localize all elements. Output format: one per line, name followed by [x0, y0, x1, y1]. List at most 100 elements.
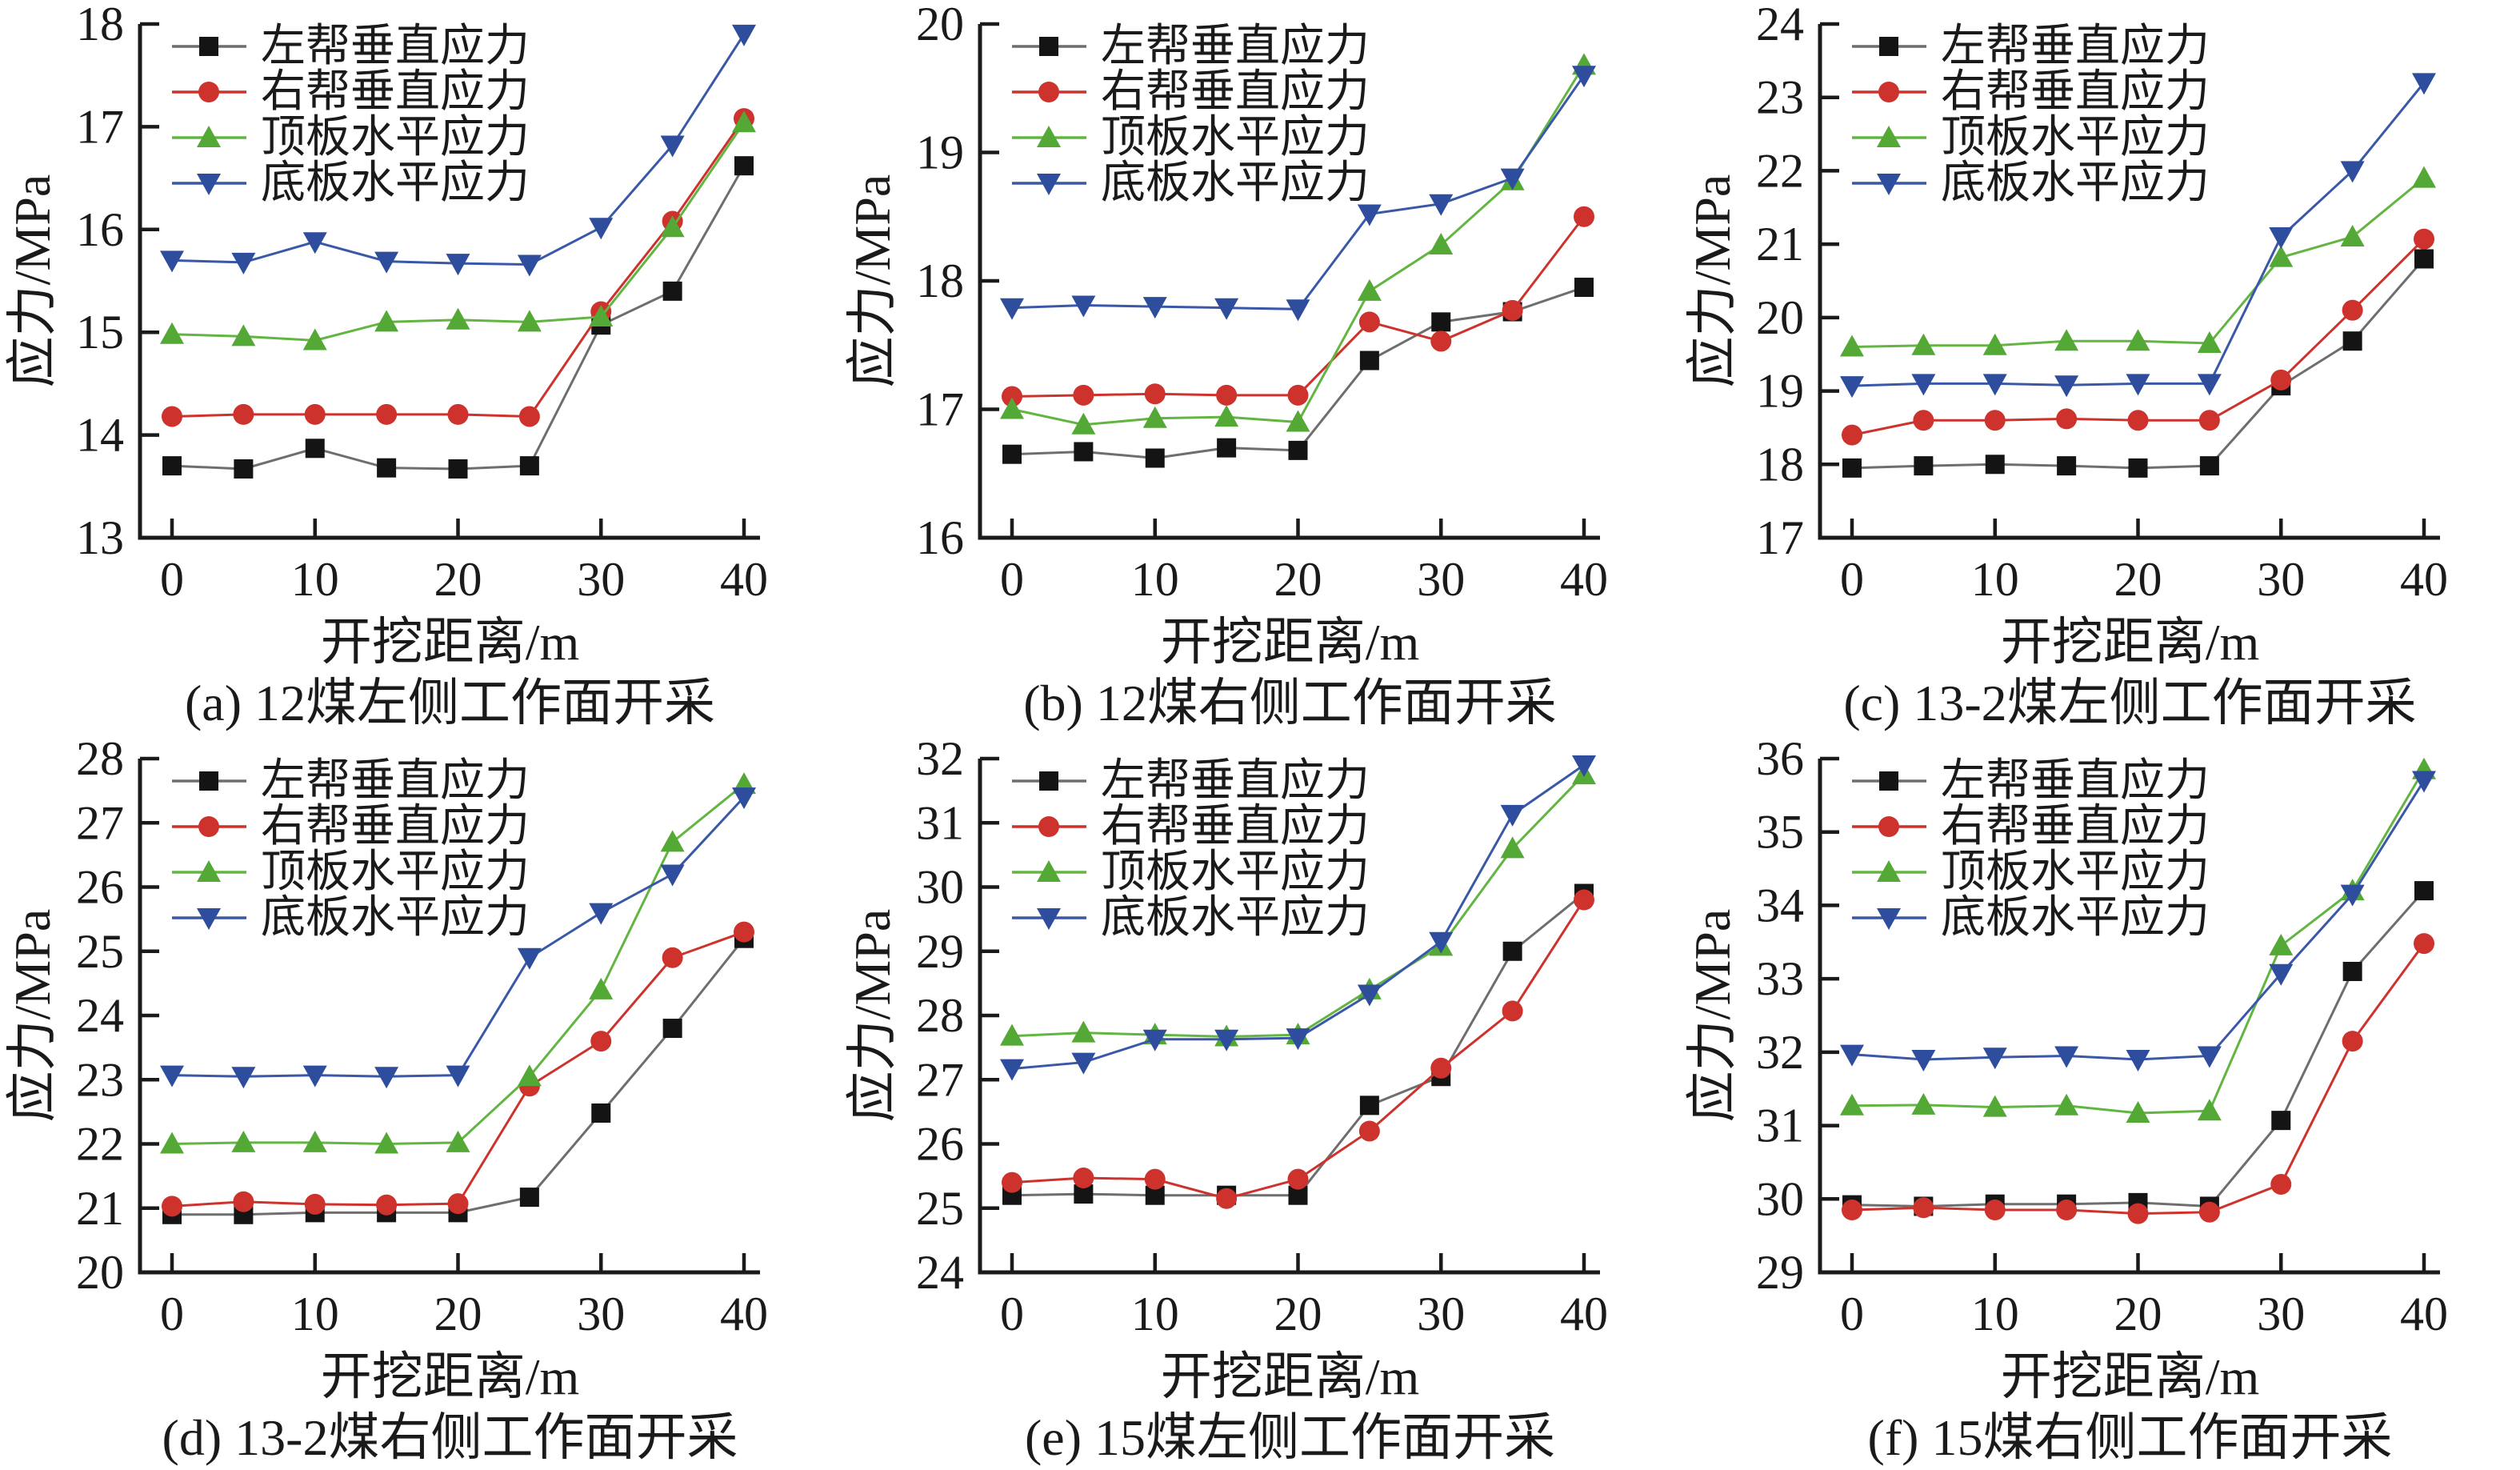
marker-triangle-down-icon: [1911, 1050, 1936, 1072]
marker-circle: [447, 1193, 469, 1215]
marker-square: [1842, 458, 1862, 478]
marker-triangle-up-icon: [1429, 233, 1454, 255]
marker-circle: [2056, 1200, 2078, 1221]
marker-square: [1914, 456, 1934, 476]
chart-d: 20 21 22 23 24 25 26 27 28 0 10 20 30 40 应力/MPa 开挖距离/m(…: [0, 735, 840, 1469]
marker-triangle-down-icon: [1429, 931, 1454, 954]
y-tick-label: 24: [916, 1246, 964, 1299]
marker-triangle-down-icon: [1000, 298, 1024, 320]
y-tick-label: 20: [76, 1246, 124, 1299]
marker-square: [1217, 438, 1237, 458]
x-tick-label: 10: [1131, 553, 1179, 606]
marker-circle: [304, 1193, 326, 1215]
marker-square: [2414, 249, 2434, 269]
chart-a-svg: 13 14 15 16 17 18 0 10 20 30 40 应力/MPa 开挖距离/m(a) 12煤…: [4, 0, 768, 731]
marker-circle: [1287, 1168, 1309, 1190]
y-tick-label: 36: [1756, 735, 1804, 785]
marker-triangle-up-icon: [160, 1132, 184, 1154]
marker-circle: [1038, 82, 1059, 102]
marker-circle: [518, 406, 540, 427]
marker-circle: [1878, 82, 1899, 102]
marker-triangle-down-icon: [589, 903, 614, 925]
marker-square: [2057, 456, 2077, 476]
marker-circle: [1358, 311, 1380, 333]
legend-label: 右帮垂直应力: [1941, 67, 2210, 117]
chart-caption: (e) 15煤左侧工作面开采: [1025, 1409, 1555, 1466]
marker-triangle-up-icon: [1500, 836, 1525, 859]
marker-triangle-down-icon: [1429, 194, 1454, 216]
marker-triangle-down-icon: [1071, 1052, 1096, 1075]
chart-a: 13 14 15 16 17 18 0 10 20 30 40 应力/MPa 开挖距离/m (a) 12煤…: [0, 0, 840, 735]
marker-triangle-down-icon: [2412, 771, 2436, 793]
marker-triangle-down-icon: [1000, 1059, 1024, 1081]
y-tick-label: 20: [1756, 291, 1804, 344]
marker-triangle-down-icon: [1357, 984, 1382, 1007]
marker-triangle-up-icon: [2197, 1099, 2222, 1121]
legend-label: 左帮垂直应力: [1101, 22, 1370, 71]
y-tick-label: 26: [76, 861, 124, 914]
marker-triangle-up-icon: [374, 310, 399, 332]
marker-square: [1574, 278, 1594, 298]
y-axis-title: 应力/MPa: [4, 174, 61, 388]
marker-triangle-up-icon: [517, 1064, 542, 1087]
legend-label: 顶板水平应力: [1101, 113, 1370, 162]
marker-square: [1431, 312, 1451, 332]
marker-square: [199, 37, 218, 56]
marker-triangle-up-icon: [660, 215, 685, 238]
y-tick-label: 33: [1756, 952, 1804, 1005]
x-tick-label: 20: [2114, 1288, 2162, 1340]
marker-circle: [2127, 1203, 2149, 1224]
marker-triangle-up-icon: [231, 1130, 256, 1152]
x-tick-label: 40: [1560, 1288, 1608, 1340]
marker-triangle-down-icon: [732, 787, 756, 810]
y-axis-title: 应力/MPa: [844, 909, 901, 1123]
chart-f: 29 30 31 32 33 34 35 36 0 10 20 30 40 应力/MPa 开挖距离/m (f)…: [1680, 735, 2520, 1469]
x-tick-label: 20: [1274, 553, 1322, 606]
marker-circle: [1002, 386, 1022, 407]
marker-triangle-down-icon: [1037, 908, 1061, 930]
legend-label: 右帮垂直应力: [261, 802, 530, 851]
x-axis-title: 开挖距离/m: [1161, 1348, 1420, 1405]
marker-square: [2199, 456, 2219, 476]
y-tick-label: 13: [76, 511, 124, 564]
marker-square: [591, 1103, 611, 1123]
marker-square: [1502, 941, 1522, 961]
marker-square: [162, 456, 182, 476]
marker-triangle-down-icon: [2340, 161, 2365, 183]
marker-circle: [162, 406, 182, 427]
x-tick-label: 30: [1417, 1288, 1465, 1340]
chart-b-svg: 16 17 18 19 20 0 10 20 30 40 应力/MPa 开挖距离/m(b) 12煤右侧…: [844, 0, 1608, 731]
marker-triangle-down-icon: [517, 947, 542, 970]
marker-triangle-up-icon: [374, 1132, 399, 1154]
x-tick-label: 10: [1971, 553, 2019, 606]
marker-triangle-down-icon: [302, 1065, 327, 1087]
marker-triangle-down-icon: [2269, 963, 2294, 986]
legend-label: 左帮垂直应力: [1101, 756, 1370, 806]
marker-triangle-down-icon: [1037, 174, 1061, 195]
marker-triangle-up-icon: [1877, 126, 1901, 147]
marker-circle: [734, 921, 754, 943]
chart-c: 17 18 19 20 21 22 23 24 0 10 20 30 40 应力/MPa 开挖距离/m (c)…: [1680, 0, 2520, 735]
marker-triangle-up-icon: [1911, 333, 1936, 355]
marker-triangle-down-icon: [197, 908, 221, 930]
y-tick-label: 20: [916, 0, 964, 50]
marker-triangle-up-icon: [302, 328, 327, 350]
y-tick-label: 28: [76, 735, 124, 785]
x-tick-label: 30: [577, 1288, 625, 1340]
y-tick-label: 29: [1756, 1246, 1804, 1299]
legend-label: 底板水平应力: [1101, 158, 1370, 208]
y-axis-title: 应力/MPa: [1684, 909, 1741, 1123]
marker-triangle-up-icon: [1037, 860, 1061, 882]
marker-circle: [1073, 1168, 1094, 1189]
y-tick-label: 25: [916, 1182, 964, 1235]
marker-circle: [2342, 299, 2363, 321]
x-axis-title: 开挖距离/m: [2001, 1348, 2260, 1405]
marker-square: [448, 459, 468, 479]
y-tick-label: 15: [76, 306, 124, 358]
marker-circle: [1038, 816, 1059, 837]
marker-square: [2342, 331, 2362, 351]
marker-circle: [1574, 206, 1594, 227]
marker-triangle-up-icon: [2054, 1093, 2079, 1116]
marker-triangle-up-icon: [2412, 166, 2436, 188]
legend-label: 底板水平应力: [1941, 893, 2210, 943]
